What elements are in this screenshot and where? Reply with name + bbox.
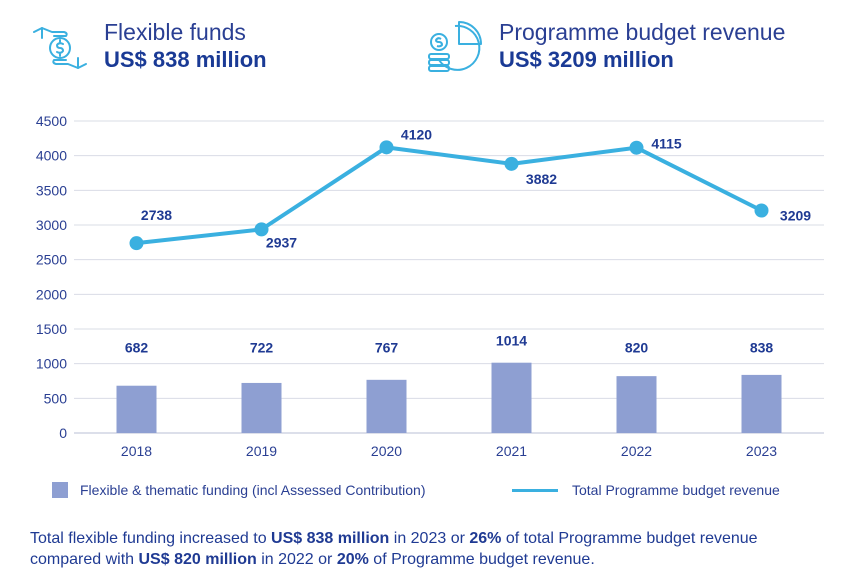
y-tick-label: 1500	[36, 321, 67, 337]
line-point	[129, 236, 144, 251]
line-data-label: 3882	[526, 171, 557, 187]
y-tick-label: 1000	[36, 356, 67, 372]
kpi-value: US$ 3209 million	[499, 47, 674, 72]
y-tick-label: 3500	[36, 182, 67, 198]
bar-data-label: 682	[125, 340, 149, 356]
line-data-label: 4115	[651, 136, 682, 152]
x-tick-label: 2023	[746, 443, 777, 459]
x-tick-label: 2019	[246, 443, 277, 459]
x-tick-label: 2020	[371, 443, 402, 459]
bar-data-label: 820	[625, 340, 649, 356]
legend-item-line: Total Programme budget revenue	[512, 482, 780, 498]
legend-swatch-bar	[52, 482, 68, 498]
line-point	[629, 140, 644, 155]
line-point	[379, 140, 394, 155]
line-point	[504, 156, 519, 171]
footnote: Total flexible funding increased to US$ …	[30, 528, 830, 570]
footnote-text: of Programme budget revenue.	[368, 551, 595, 568]
kpi-value: US$ 838 million	[104, 47, 267, 72]
bar-data-label: 722	[250, 340, 274, 356]
bar	[366, 379, 407, 433]
x-tick-label: 2022	[621, 443, 652, 459]
bar	[741, 374, 782, 433]
legend-label: Flexible & thematic funding (incl Assess…	[80, 482, 426, 498]
legend-item-bar: Flexible & thematic funding (incl Assess…	[52, 482, 426, 498]
footnote-highlight: US$ 838 million	[271, 530, 390, 547]
line-series	[136, 145, 763, 246]
y-tick-label: 4000	[36, 148, 67, 164]
y-tick-label: 2000	[36, 286, 67, 302]
kpi-label: Programme budget revenue	[499, 19, 786, 45]
footnote-highlight: 26%	[469, 530, 502, 547]
legend-swatch-line	[512, 488, 558, 492]
y-tick-label: 3000	[36, 217, 67, 233]
kpi-label: Flexible funds	[104, 19, 246, 45]
line-data-label: 2937	[266, 234, 297, 250]
coins-pie-chart-icon	[428, 21, 482, 72]
bar-data-label: 1014	[496, 333, 527, 349]
y-tick-label: 4500	[36, 113, 67, 129]
x-tick-label: 2021	[496, 443, 527, 459]
bar	[616, 376, 657, 433]
bar-data-label: 838	[750, 340, 774, 356]
bar	[241, 382, 282, 433]
bar	[491, 362, 532, 433]
footnote-text: Total flexible funding increased to	[30, 530, 272, 547]
combo-chart: 0 500 1000 1500 2000 2500 3000 3500 4000 4500 2018…	[36, 113, 824, 459]
line-point	[754, 203, 769, 218]
line-data-label: 2738	[141, 207, 172, 223]
bar-data-label: 767	[375, 340, 399, 356]
line-data-label: 3209	[780, 208, 811, 224]
kpi-programme-budget: Programme budget revenue US$ 3209 millio…	[425, 18, 785, 78]
line-data-label: 4120	[401, 126, 432, 142]
y-tick-label: 0	[59, 425, 67, 441]
footnote-text: of total Programme budget revenue compar…	[30, 530, 758, 568]
y-tick-label: 2500	[36, 252, 67, 268]
line-point	[254, 222, 269, 237]
bar	[116, 385, 157, 433]
kpi-flexible-funds: Flexible funds US$ 838 million	[30, 18, 267, 78]
footnote-highlight: 20%	[336, 551, 369, 568]
legend-label: Total Programme budget revenue	[572, 482, 780, 498]
footnote-highlight: US$ 820 million	[138, 551, 257, 568]
x-tick-label: 2018	[121, 443, 152, 459]
y-tick-label: 500	[44, 390, 68, 406]
hands-money-icon	[33, 27, 87, 69]
footnote-text: in 2023 or	[389, 530, 470, 547]
footnote-text: in 2022 or	[256, 551, 337, 568]
